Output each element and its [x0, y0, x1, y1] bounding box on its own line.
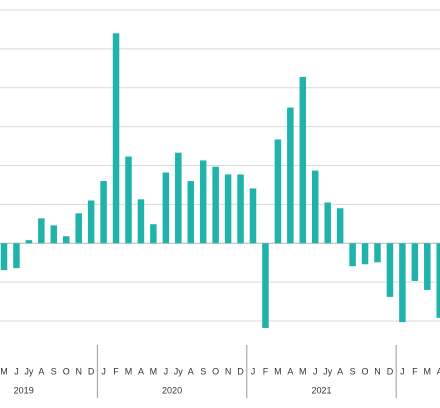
bar — [25, 240, 33, 244]
x-tick-label: D — [387, 366, 394, 376]
bar — [274, 139, 282, 244]
x-tick-label: S — [51, 366, 57, 376]
x-tick-label: A — [337, 366, 343, 376]
bar — [187, 181, 194, 244]
bar — [399, 243, 406, 323]
bar — [100, 181, 107, 244]
bar — [63, 236, 70, 244]
x-tick-label: Jy — [323, 366, 333, 376]
x-tick-label: O — [212, 366, 219, 376]
x-tick-label: M — [0, 366, 8, 376]
bar — [199, 160, 207, 244]
x-tick-label: J — [101, 366, 106, 376]
x-tick-label: M — [125, 366, 133, 376]
x-tick-label: S — [350, 366, 356, 376]
bar — [125, 156, 132, 244]
bar — [0, 243, 8, 271]
x-tick-label: S — [200, 366, 206, 376]
x-tick-label: O — [63, 366, 70, 376]
bar — [137, 199, 145, 244]
bar — [13, 243, 20, 269]
x-tick-label: A — [38, 366, 44, 376]
bar — [249, 188, 257, 244]
bar — [112, 33, 120, 244]
bar — [436, 243, 440, 318]
x-tick-label: A — [188, 366, 194, 376]
x-tick-label: M — [424, 366, 432, 376]
bar — [386, 243, 394, 297]
bar — [75, 213, 82, 244]
x-tick-label: O — [362, 366, 369, 376]
x-tick-label: N — [75, 366, 82, 376]
x-tick-label: Jy — [174, 366, 184, 376]
x-tick-label: A — [437, 366, 440, 376]
x-tick-label: Jy — [24, 366, 34, 376]
group-label: 2020 — [162, 385, 182, 395]
bar — [38, 218, 45, 244]
bar — [324, 202, 331, 244]
bar — [212, 166, 219, 244]
bar — [299, 76, 307, 244]
bar — [50, 225, 58, 244]
x-tick-label: M — [274, 366, 282, 376]
bar — [349, 243, 356, 267]
bar — [262, 243, 269, 328]
x-tick-label: J — [14, 366, 19, 376]
x-tick-label: F — [263, 366, 269, 376]
bar — [224, 174, 232, 244]
x-tick-label: J — [313, 366, 318, 376]
bar — [237, 174, 244, 244]
x-tick-label: A — [287, 366, 293, 376]
bar — [312, 170, 319, 244]
x-tick-label: M — [299, 366, 307, 376]
x-tick-label: N — [225, 366, 232, 376]
bar — [424, 243, 431, 290]
bar — [87, 200, 95, 244]
x-tick-label: J — [164, 366, 169, 376]
bar — [175, 152, 182, 244]
bar — [374, 243, 381, 263]
x-tick-label: D — [88, 366, 95, 376]
group-label: 2021 — [311, 385, 331, 395]
x-tick-label: J — [400, 366, 405, 376]
x-tick-label: F — [412, 366, 418, 376]
group-label: 2019 — [14, 385, 34, 395]
bar — [150, 224, 157, 244]
x-tick-label: J — [251, 366, 256, 376]
x-tick-label: D — [237, 366, 244, 376]
bar — [411, 243, 419, 281]
bar — [336, 208, 344, 244]
x-tick-label: N — [374, 366, 381, 376]
x-tick-label: A — [138, 366, 144, 376]
bar — [162, 172, 170, 244]
x-tick-label: F — [113, 366, 119, 376]
bar — [361, 243, 369, 265]
bar — [287, 107, 294, 244]
x-tick-label: M — [150, 366, 158, 376]
